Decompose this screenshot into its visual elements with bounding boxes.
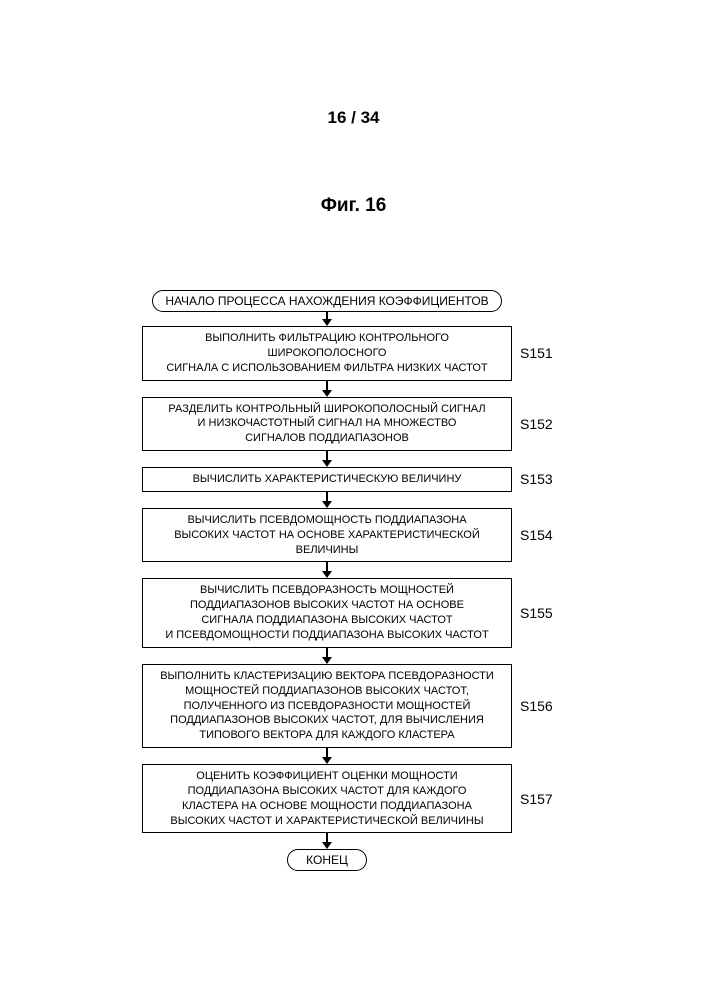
step-row-s151: ВЫПОЛНИТЬ ФИЛЬТРАЦИЮ КОНТРОЛЬНОГО ШИРОКО… xyxy=(142,326,562,381)
flowchart-end: КОНЕЦ xyxy=(287,849,367,871)
step-row-s155: ВЫЧИСЛИТЬ ПСЕВДОРАЗНОСТЬ МОЩНОСТЕЙПОДДИА… xyxy=(142,578,562,647)
arrow xyxy=(322,648,332,664)
step-row-s152: РАЗДЕЛИТЬ КОНТРОЛЬНЫЙ ШИРОКОПОЛОСНЫЙ СИГ… xyxy=(142,397,562,452)
step-label: S154 xyxy=(520,527,553,543)
process-box: РАЗДЕЛИТЬ КОНТРОЛЬНЫЙ ШИРОКОПОЛОСНЫЙ СИГ… xyxy=(142,397,512,452)
step-label: S152 xyxy=(520,416,553,432)
step-row-s156: ВЫПОЛНИТЬ КЛАСТЕРИЗАЦИЮ ВЕКТОРА ПСЕВДОРА… xyxy=(142,664,562,748)
arrow xyxy=(322,381,332,397)
flowchart: НАЧАЛО ПРОЦЕССА НАХОЖДЕНИЯ КОЭФФИЦИЕНТОВ… xyxy=(142,290,562,871)
flowchart-start: НАЧАЛО ПРОЦЕССА НАХОЖДЕНИЯ КОЭФФИЦИЕНТОВ xyxy=(152,290,501,312)
step-label: S153 xyxy=(520,471,553,487)
process-box: ОЦЕНИТЬ КОЭФФИЦИЕНТ ОЦЕНКИ МОЩНОСТИПОДДИ… xyxy=(142,764,512,833)
process-box: ВЫПОЛНИТЬ ФИЛЬТРАЦИЮ КОНТРОЛЬНОГО ШИРОКО… xyxy=(142,326,512,381)
step-label: S156 xyxy=(520,698,553,714)
step-label: S155 xyxy=(520,605,553,621)
step-row-s154: ВЫЧИСЛИТЬ ПСЕВДОМОЩНОСТЬ ПОДДИАПАЗОНАВЫС… xyxy=(142,508,562,563)
arrow xyxy=(322,312,332,326)
figure-title: Фиг. 16 xyxy=(0,195,707,217)
arrow xyxy=(322,562,332,578)
arrow xyxy=(322,833,332,849)
process-box: ВЫЧИСЛИТЬ ХАРАКТЕРИСТИЧЕСКУЮ ВЕЛИЧИНУ xyxy=(142,467,512,492)
arrow xyxy=(322,492,332,508)
arrow xyxy=(322,451,332,467)
arrow xyxy=(322,748,332,764)
process-box: ВЫЧИСЛИТЬ ПСЕВДОМОЩНОСТЬ ПОДДИАПАЗОНАВЫС… xyxy=(142,508,512,563)
step-label: S157 xyxy=(520,791,553,807)
process-box: ВЫПОЛНИТЬ КЛАСТЕРИЗАЦИЮ ВЕКТОРА ПСЕВДОРА… xyxy=(142,664,512,748)
process-box: ВЫЧИСЛИТЬ ПСЕВДОРАЗНОСТЬ МОЩНОСТЕЙПОДДИА… xyxy=(142,578,512,647)
page-number: 16 / 34 xyxy=(0,108,707,128)
step-label: S151 xyxy=(520,345,553,361)
step-row-s153: ВЫЧИСЛИТЬ ХАРАКТЕРИСТИЧЕСКУЮ ВЕЛИЧИНУ S1… xyxy=(142,467,562,492)
step-row-s157: ОЦЕНИТЬ КОЭФФИЦИЕНТ ОЦЕНКИ МОЩНОСТИПОДДИ… xyxy=(142,764,562,833)
